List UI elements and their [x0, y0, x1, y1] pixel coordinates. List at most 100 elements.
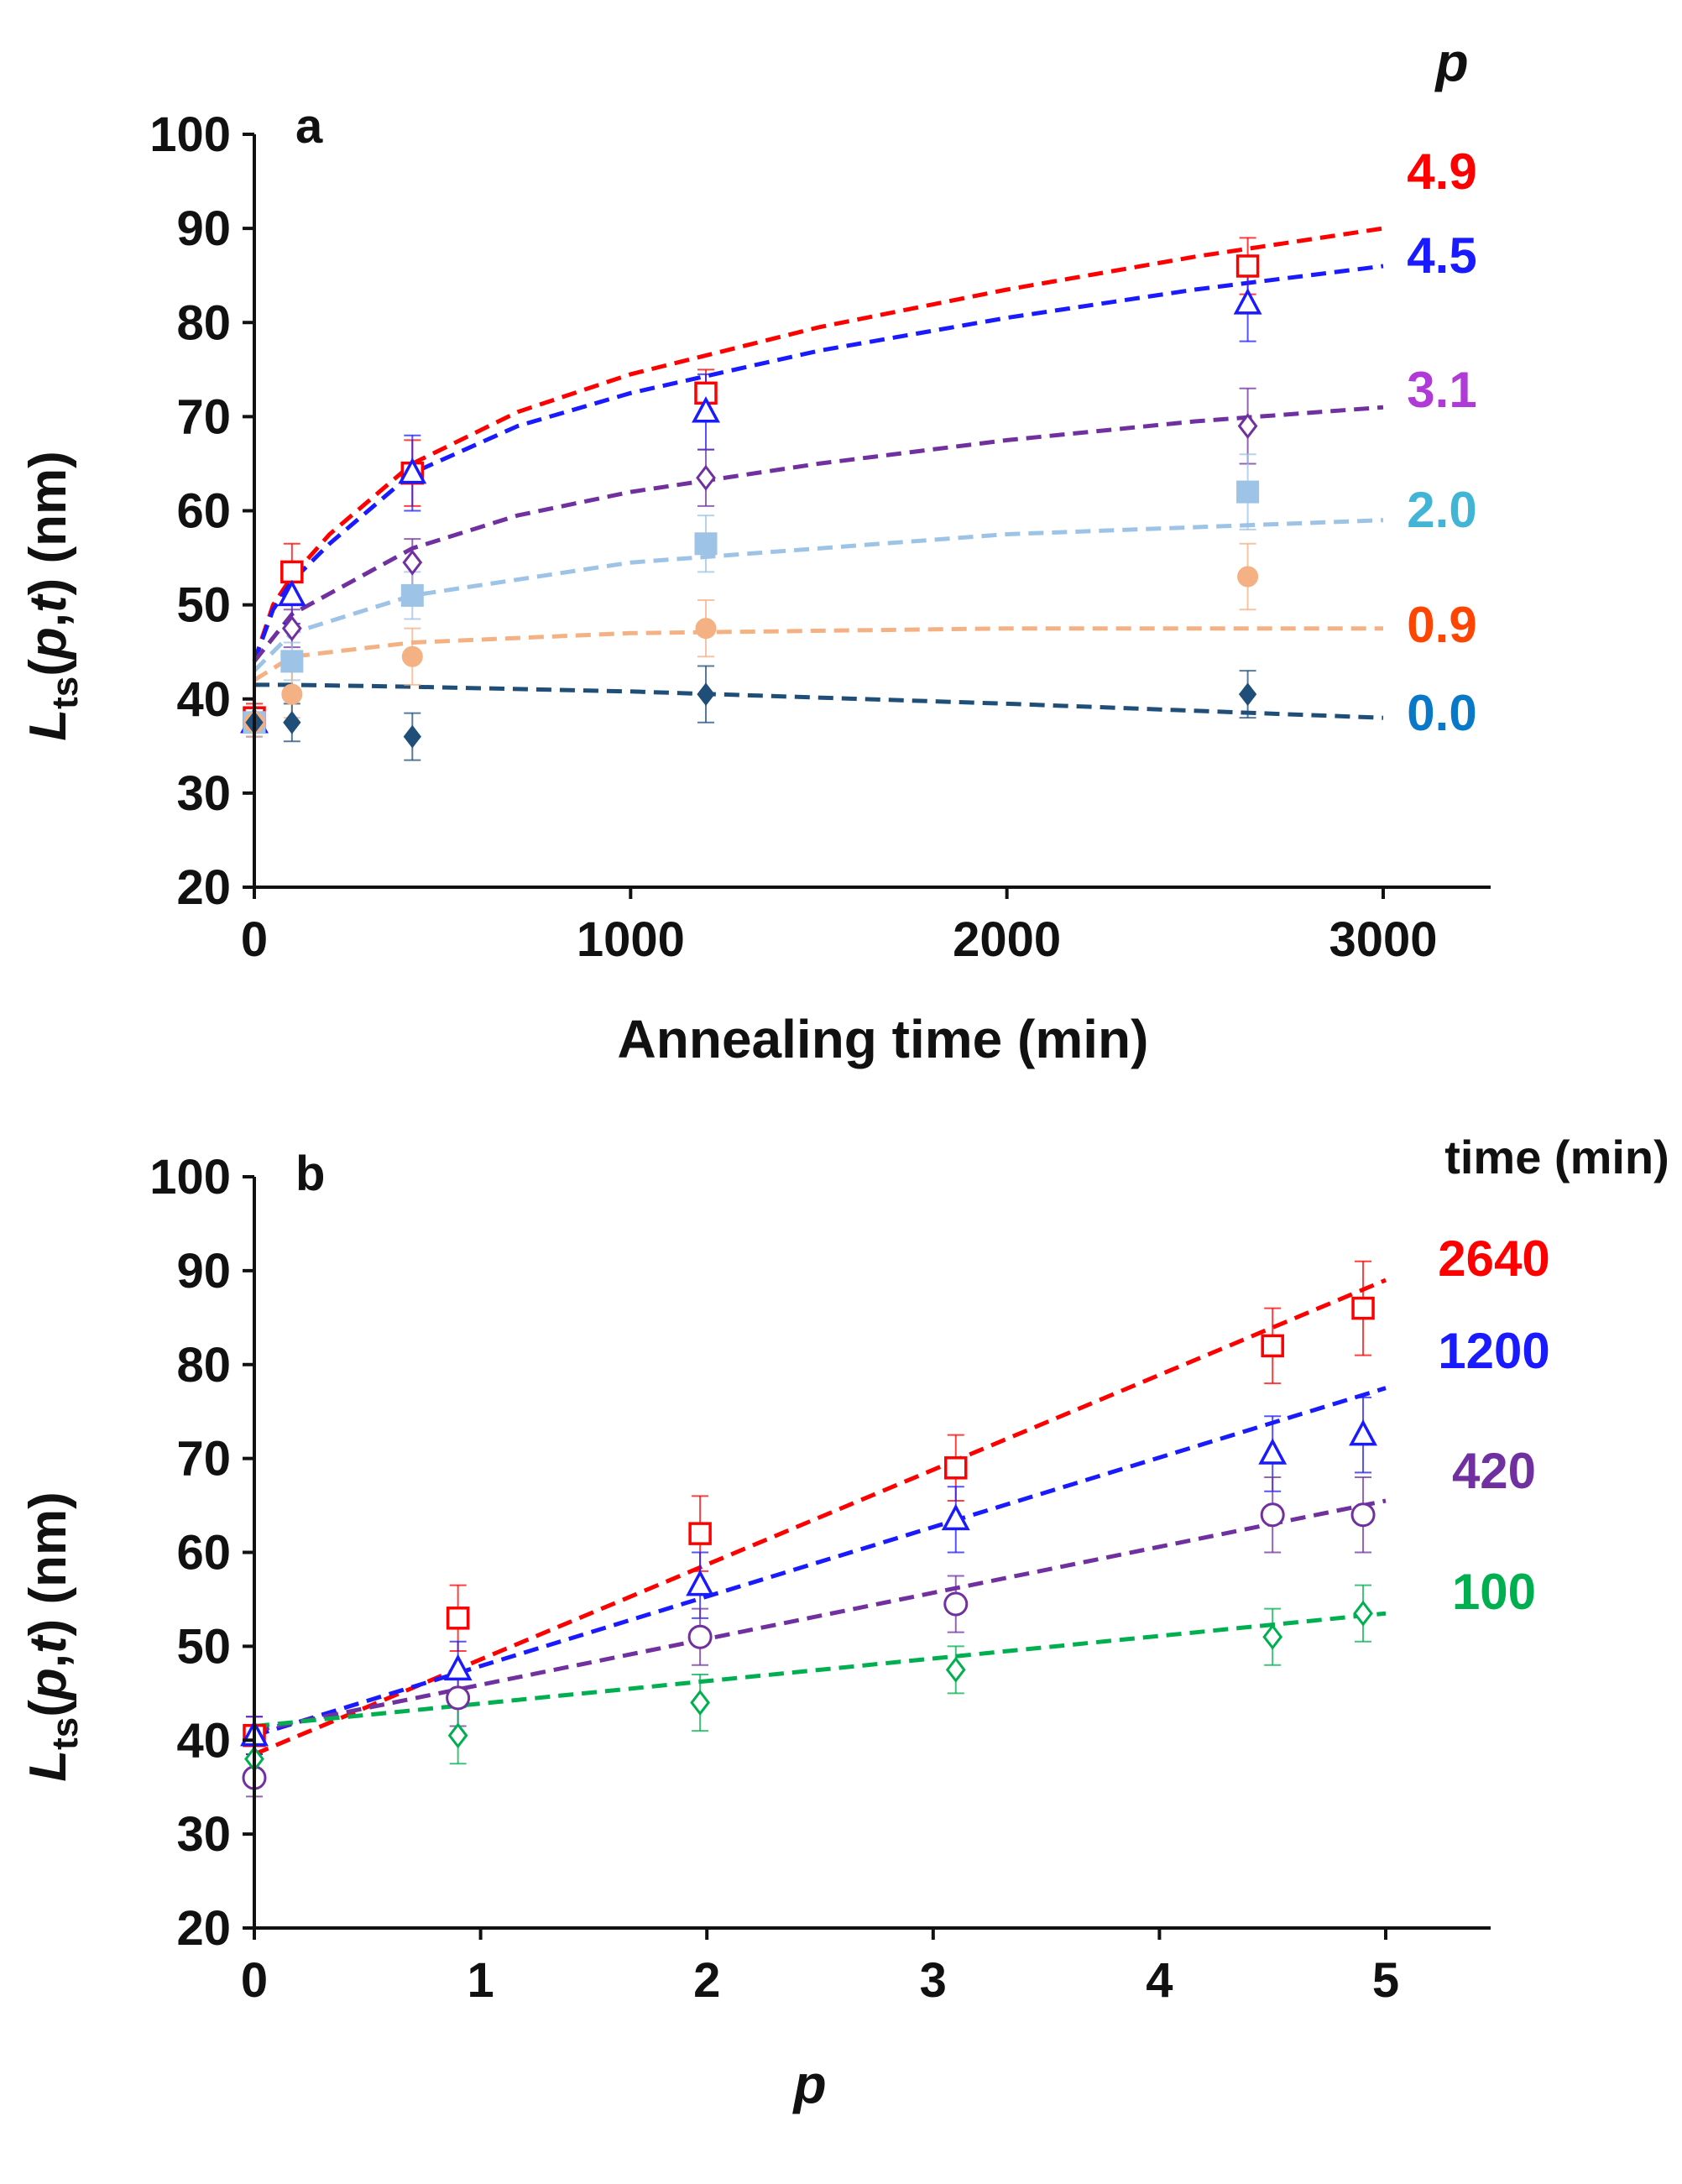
fit-line-420 — [253, 1498, 1387, 1733]
y-tick-label: 60 — [176, 484, 231, 539]
data-point-0.9 — [401, 645, 423, 667]
data-point-4.9 — [1235, 254, 1260, 278]
x-tick-label: 1000 — [577, 912, 685, 967]
points-a — [240, 254, 1262, 749]
data-point-2640 — [1261, 1334, 1284, 1358]
fits-b — [253, 1277, 1387, 1757]
x-tick-label: 4 — [1146, 1953, 1173, 2008]
data-point-0.0 — [1238, 682, 1257, 706]
data-point-3.1 — [402, 549, 423, 576]
x-tick-label: 1 — [467, 1953, 494, 2008]
series-label-3.1: 3.1 — [1407, 362, 1476, 418]
data-point-2.0 — [400, 583, 424, 607]
y-tick-label: 20 — [176, 1901, 231, 1956]
x-tick-label: 3 — [920, 1953, 947, 2008]
fit-line-2640 — [253, 1277, 1387, 1757]
data-point-100 — [690, 1690, 711, 1716]
legend-title-a: p — [1434, 32, 1468, 92]
data-point-4.5 — [692, 396, 720, 423]
series-label-4.5: 4.5 — [1407, 227, 1476, 284]
panel-letter-b: b — [295, 1147, 325, 1201]
data-point-100 — [447, 1722, 468, 1749]
data-point-0.0 — [283, 710, 301, 734]
y-tick-label: 100 — [149, 107, 231, 162]
y-tick-label: 70 — [176, 389, 231, 444]
y-tick-label: 60 — [176, 1526, 231, 1581]
fit-line-0.0 — [254, 682, 1384, 720]
y-tick-label: 30 — [176, 1807, 231, 1862]
data-point-2640 — [1351, 1296, 1375, 1320]
data-point-100 — [1353, 1600, 1373, 1627]
x-tick-label: 2 — [693, 1953, 720, 2008]
axes-b — [243, 1175, 1491, 1940]
x-axis-label-a: Annealing time (min) — [618, 1009, 1149, 1069]
x-tick-label: 2000 — [953, 912, 1061, 967]
y-tick-label: 90 — [176, 201, 231, 256]
fit-line-100 — [253, 1611, 1387, 1728]
x-tick-label: 0 — [241, 912, 268, 967]
data-point-3.1 — [1237, 413, 1258, 440]
y-tick-label: 80 — [176, 295, 231, 350]
data-point-0.9 — [1237, 566, 1259, 588]
legend-title-b: time (min) — [1444, 1131, 1669, 1183]
y-tick-label: 20 — [176, 860, 231, 915]
data-point-0.9 — [695, 618, 717, 640]
series-label-1200: 1200 — [1438, 1323, 1549, 1379]
data-point-2.0 — [280, 650, 304, 673]
fit-line-0.9 — [253, 626, 1383, 682]
data-point-1200 — [1349, 1419, 1377, 1446]
data-point-2640 — [688, 1522, 712, 1545]
data-point-420 — [1350, 1502, 1376, 1528]
series-label-0.9: 0.9 — [1407, 597, 1476, 653]
data-point-1200 — [1258, 1438, 1288, 1465]
data-point-0.0 — [697, 682, 715, 706]
series-label-420: 420 — [1452, 1443, 1536, 1499]
series-labels-b: 2640 1200 420 100 — [1438, 1230, 1549, 1620]
series-label-0.0: 0.0 — [1407, 685, 1476, 741]
y-tick-label: 40 — [176, 1713, 231, 1768]
data-point-4.5 — [1233, 288, 1262, 315]
y-axis-label-b: Lts(p,t) (nm) — [19, 1492, 86, 1782]
series-label-100: 100 — [1452, 1564, 1536, 1620]
data-point-420 — [1260, 1502, 1285, 1528]
y-tick-label: 40 — [176, 672, 231, 727]
error-bars-b — [246, 1260, 1372, 1798]
data-point-1200 — [941, 1503, 970, 1531]
series-labels-a: 4.9 4.5 3.1 2.0 0.9 0.0 — [1407, 144, 1476, 741]
fit-line-4.9 — [252, 226, 1384, 662]
data-point-1200 — [443, 1654, 473, 1681]
data-point-4.5 — [398, 457, 427, 484]
fits-a — [252, 226, 1384, 720]
data-point-4.9 — [280, 560, 304, 584]
data-point-0.0 — [403, 724, 421, 749]
data-point-420 — [943, 1591, 969, 1617]
y-tick-label: 80 — [176, 1338, 231, 1392]
data-point-100 — [1262, 1623, 1283, 1650]
panel-b: b time (min) Lts(p,t) (nm) p 20304050607… — [19, 1131, 1669, 2114]
fit-line-1200 — [253, 1386, 1387, 1738]
y-tick-label: 50 — [176, 578, 231, 633]
data-point-0.9 — [281, 683, 303, 705]
data-point-1200 — [686, 1569, 715, 1596]
data-point-3.1 — [696, 464, 716, 491]
y-axis-label-a: Lts(p,t) (nm) — [19, 451, 86, 741]
y-tick-label: 90 — [176, 1244, 231, 1298]
data-point-2.0 — [694, 532, 718, 556]
fit-line-3.1 — [253, 405, 1384, 663]
fit-line-4.5 — [252, 264, 1384, 662]
data-point-2640 — [446, 1607, 470, 1630]
data-point-3.1 — [281, 615, 302, 642]
panel-letter-a: a — [295, 99, 323, 154]
y-tick-label: 50 — [176, 1619, 231, 1674]
series-label-2.0: 2.0 — [1407, 482, 1476, 538]
fit-line-2.0 — [253, 518, 1384, 672]
data-point-420 — [687, 1624, 713, 1649]
panel-a: a p Lts(p,t) (nm) Annealing time (min) 2… — [19, 32, 1491, 1069]
series-label-2640: 2640 — [1438, 1230, 1549, 1287]
data-point-2.0 — [1236, 480, 1260, 504]
x-tick-label: 3000 — [1329, 912, 1437, 967]
y-tick-label: 30 — [176, 766, 231, 821]
x-tick-label: 5 — [1372, 1953, 1399, 2008]
